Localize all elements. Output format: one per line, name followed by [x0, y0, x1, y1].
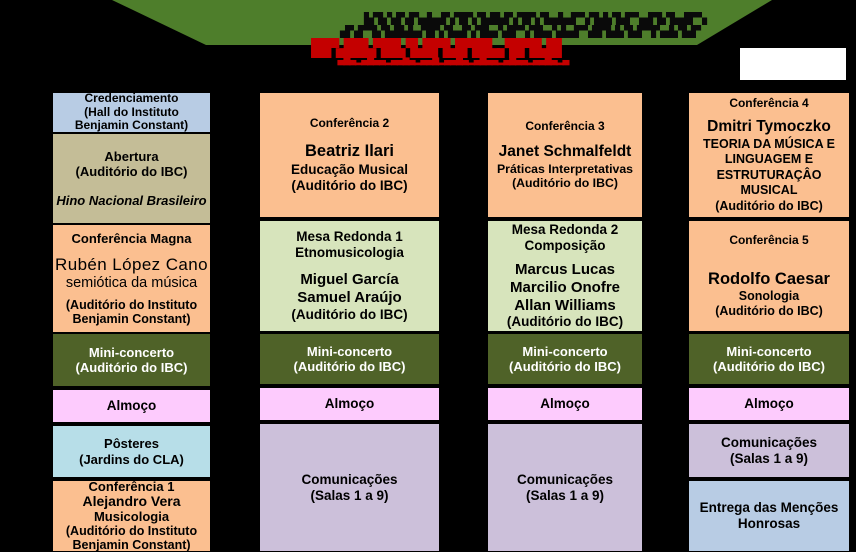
banner-subtitle-red: ▄▆▄▂▄▆▄▄▂▄▄▆▄▂▄▄▆▂▄▄▆▄▂▄▆▄▄▂▄▆▄▄▂▄▄▆▄▂▄: [337, 57, 570, 66]
cell-line: (Auditório do Instituto: [65, 524, 198, 539]
cell-mini-concerto: Mini-concerto (Auditório do IBC): [487, 333, 643, 385]
cell-line: Conferência Magna: [71, 231, 192, 247]
cell-conferencia-5: Conferência 5 Rodolfo Caesar Sonologia (…: [688, 220, 850, 332]
cell-line: MUSICAL: [740, 183, 798, 198]
cell-line: Marcilio Onofre: [509, 279, 621, 297]
cell-line: Almoço: [744, 396, 794, 412]
cell-line: Comunicações: [301, 471, 398, 487]
cell-line: (Salas 1 a 9): [729, 450, 809, 466]
cell-abertura: Abertura (Auditório do IBC) Hino Naciona…: [52, 133, 211, 224]
cell-line: semiótica da música: [65, 274, 198, 291]
cell-comunicacoes: Comunicações (Salas 1 a 9): [688, 423, 850, 478]
cell-comunicacoes: Comunicações (Salas 1 a 9): [487, 423, 643, 552]
cell-line: Hino Nacional Brasileiro: [56, 193, 207, 209]
cell-line: Almoço: [324, 396, 375, 412]
cell-line: (Auditório do IBC): [75, 360, 188, 375]
cell-conferencia-1: Conferência 1 Alejandro Vera Musicologia…: [52, 480, 211, 552]
cell-line: Mini-concerto: [726, 343, 812, 359]
cell-conferencia-4: Conferência 4 Dmitri Tymoczko TEORIA DA …: [688, 92, 850, 218]
cell-line: (Salas 1 a 9): [310, 487, 389, 503]
cell-line: Comunicações: [720, 434, 818, 450]
cell-line: Credenciamento: [84, 92, 179, 106]
cell-line: Janet Schmalfeldt: [498, 143, 632, 161]
cell-line: (Auditório do IBC): [713, 359, 825, 374]
cell-line: Educação Musical: [290, 161, 409, 177]
cell-line: (Auditório do IBC): [512, 176, 618, 191]
cell-line: (Auditório do IBC): [509, 359, 621, 374]
cell-line: Rubén López Cano: [55, 254, 208, 274]
cell-posteres: Pôsteres (Jardins do CLA): [52, 425, 211, 478]
banner-white-gap: [740, 48, 846, 80]
cell-line: (Auditório do IBC): [291, 306, 408, 322]
cell-almoco: Almoço: [487, 387, 643, 421]
cell-line: Almoço: [540, 396, 590, 412]
cell-line: Conferência 5: [729, 233, 809, 248]
cell-line: Benjamin Constant): [72, 538, 191, 552]
cell-almoco: Almoço: [688, 387, 850, 421]
cell-conferencia-magna: Conferência Magna Rubén López Cano semió…: [52, 224, 211, 333]
cell-line: Marcus Lucas: [514, 261, 616, 279]
cell-line: Mesa Redonda 1: [296, 229, 403, 245]
cell-almoco: Almoço: [259, 387, 440, 421]
cell-line: Beatriz Ilari: [305, 142, 394, 161]
cell-line: (Auditório do IBC): [506, 314, 624, 330]
cell-entrega-mencoes-honrosas: Entrega das Menções Honrosas: [688, 480, 850, 552]
cell-line: (Auditório do Instituto: [65, 297, 198, 312]
cell-line: Musicologia: [93, 508, 170, 524]
cell-line: Entrega das Menções: [699, 500, 839, 516]
cell-line: Almoço: [106, 398, 157, 414]
cell-mesa-redonda-2: Mesa Redonda 2 Composição Marcus Lucas M…: [487, 220, 643, 332]
cell-line: Etnomusicologia: [295, 245, 404, 261]
cell-line: Allan Williams: [514, 296, 616, 314]
cell-line: Abertura: [104, 148, 159, 164]
cell-line: Honrosas: [737, 516, 801, 531]
cell-line: (Auditório do IBC): [75, 163, 188, 179]
green-ribbon-banner: [112, 0, 772, 45]
cell-line: Mini-concerto: [306, 343, 393, 359]
banner-title-red: █▛▟█▙▜█▞▙█▜▟▛█▙▞█▜▙█: [311, 38, 562, 58]
cell-line: (Auditório do IBC): [293, 359, 406, 374]
cell-line: Pôsteres: [104, 436, 159, 452]
cell-line: (Hall do Instituto: [84, 104, 179, 119]
cell-line: Miguel García: [300, 271, 399, 289]
cell-mini-concerto: Mini-concerto (Auditório do IBC): [688, 333, 850, 385]
banner-text-line: ▟▚▛▜▞▙█▟▄▜▛▞▙▟▚▜▙▞▟▛▚▜▙▞▟▄▛▚█▜▟▞▙▛▜▚▟▞▙▛: [340, 25, 701, 38]
cell-line: Benjamin Constant): [72, 311, 191, 326]
cell-line: Rodolfo Caesar: [708, 269, 830, 288]
cell-line: Mini-concerto: [522, 343, 608, 359]
cell-line: (Auditório do IBC): [715, 199, 823, 214]
cell-line: Conferência 3: [525, 119, 605, 134]
cell-line: (Jardins do CLA): [79, 451, 184, 467]
cell-line: Dmitri Tymoczko: [707, 118, 831, 136]
cell-line: Conferência 4: [729, 96, 809, 111]
cell-credenciamento: Credenciamento (Hall do Instituto Benjam…: [52, 92, 211, 133]
cell-line: Comunicações: [516, 471, 614, 487]
cell-line: Composição: [524, 237, 606, 253]
cell-line: ESTRUTURAÇÂO: [716, 167, 822, 182]
cell-line: Benjamin Constant): [74, 118, 189, 133]
cell-line: Alejandro Vera: [82, 493, 181, 510]
cell-line: LINGUAGEM E: [724, 152, 814, 167]
cell-line: Práticas Interpretativas: [496, 161, 634, 176]
cell-mesa-redonda-1: Mesa Redonda 1 Etnomusicologia Miguel Ga…: [259, 220, 440, 332]
cell-comunicacoes: Comunicações (Salas 1 a 9): [259, 423, 440, 552]
banner-text-line: ▙▜▞▟▚▛▄▙▟▚▜▛▞▙█▟▚▜▛▞▙▟▄▛▚▜▟▞▙▛▚▟▜▞▙▟▛▚: [364, 12, 707, 25]
cell-conferencia-2: Conferência 2 Beatriz Ilari Educação Mus…: [259, 92, 440, 218]
cell-line: (Auditório do IBC): [715, 303, 823, 318]
cell-line: (Auditório do IBC): [291, 177, 408, 193]
cell-line: TEORIA DA MÚSICA E: [703, 136, 835, 151]
cell-mini-concerto: Mini-concerto (Auditório do IBC): [52, 333, 211, 387]
cell-conferencia-3: Conferência 3 Janet Schmalfeldt Práticas…: [487, 92, 643, 218]
cell-line: Mini-concerto: [88, 344, 175, 360]
cell-almoco: Almoço: [52, 389, 211, 423]
cell-line: Mesa Redonda 2: [511, 221, 619, 237]
cell-line: Conferência 1: [88, 480, 175, 494]
cell-line: Samuel Araújo: [297, 288, 402, 306]
cell-line: Conferência 2: [309, 116, 390, 131]
cell-mini-concerto: Mini-concerto (Auditório do IBC): [259, 333, 440, 385]
cell-line: (Salas 1 a 9): [525, 487, 605, 503]
cell-line: Sonologia: [738, 289, 800, 304]
